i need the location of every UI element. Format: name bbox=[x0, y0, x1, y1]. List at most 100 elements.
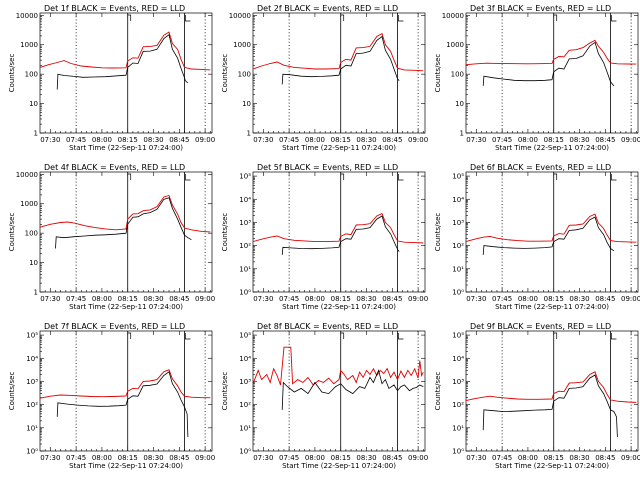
start-flag bbox=[340, 14, 345, 21]
x-tick-label: 08:45 bbox=[169, 454, 189, 462]
y-tick-label: 10¹ bbox=[452, 265, 464, 273]
y-tick-label: 10² bbox=[239, 401, 251, 409]
y-tick-label: 10000 bbox=[16, 171, 38, 179]
y-tick-label: 10³ bbox=[26, 378, 38, 386]
x-tick-label: 09:00 bbox=[408, 136, 428, 144]
y-tick-label: 10⁵ bbox=[452, 332, 464, 340]
end-flag bbox=[185, 174, 191, 181]
y-axis-label: Counts/sec bbox=[434, 372, 442, 411]
x-tick-label: 09:00 bbox=[195, 295, 215, 303]
y-axis-label: Counts/sec bbox=[434, 54, 442, 93]
y-tick-label: 10¹ bbox=[239, 424, 251, 432]
x-tick-label: 07:45 bbox=[66, 295, 86, 303]
end-flag bbox=[398, 333, 404, 340]
plot-frame bbox=[252, 171, 426, 293]
x-tick-label: 09:00 bbox=[195, 136, 215, 144]
y-tick-label: 1 bbox=[247, 130, 251, 138]
y-tick-label: 1000 bbox=[20, 41, 38, 49]
panel-title: Det 4f BLACK = Events, RED = LLD bbox=[44, 163, 185, 172]
lld-series-line bbox=[39, 31, 211, 71]
y-tick-label: 10 bbox=[29, 259, 38, 267]
x-tick-label: 08:45 bbox=[382, 136, 402, 144]
x-tick-label: 08:00 bbox=[305, 136, 325, 144]
x-tick-label: 09:00 bbox=[408, 454, 428, 462]
y-tick-label: 10¹ bbox=[452, 424, 464, 432]
plot-frame bbox=[465, 330, 639, 452]
x-tick-label: 07:45 bbox=[279, 295, 299, 303]
x-axis-label: Start Time (22-Sep-11 07:24:00) bbox=[69, 462, 183, 470]
y-tick-label: 10⁵ bbox=[26, 332, 38, 340]
x-tick-label: 08:30 bbox=[143, 454, 163, 462]
y-tick-label: 10⁰ bbox=[239, 289, 251, 297]
events-series-line bbox=[281, 369, 424, 410]
x-tick-label: 08:15 bbox=[544, 295, 564, 303]
y-tick-label: 10³ bbox=[239, 219, 251, 227]
y-tick-label: 10¹ bbox=[26, 424, 38, 432]
y-tick-label: 10⁰ bbox=[452, 289, 464, 297]
events-series-line bbox=[482, 41, 615, 87]
y-tick-label: 10 bbox=[242, 100, 251, 108]
lld-series-line bbox=[39, 369, 211, 399]
lld-series-line bbox=[252, 32, 424, 72]
lld-series-line bbox=[465, 213, 637, 243]
x-axis-label: Start Time (22-Sep-11 07:24:00) bbox=[282, 462, 396, 470]
events-series-line bbox=[281, 215, 400, 255]
x-tick-label: 08:00 bbox=[518, 454, 538, 462]
start-flag bbox=[127, 332, 132, 339]
x-axis-label: Start Time (22-Sep-11 07:24:00) bbox=[69, 303, 183, 311]
x-tick-label: 08:30 bbox=[143, 136, 163, 144]
x-tick-label: 08:00 bbox=[305, 454, 325, 462]
panel-title: Det 9f BLACK = Events, RED = LLD bbox=[470, 322, 611, 331]
events-series-line bbox=[482, 374, 618, 438]
lld-series-line bbox=[39, 194, 211, 233]
y-tick-label: 10⁵ bbox=[239, 173, 251, 181]
events-series-line bbox=[482, 216, 615, 255]
panel-title: Det 2f BLACK = Events, RED = LLD bbox=[257, 4, 398, 13]
y-tick-label: 10⁰ bbox=[239, 448, 251, 456]
panel-det-8f: Det 8f BLACK = Events, RED = LLD 10⁰ 10¹ 10… bbox=[221, 322, 428, 470]
plot-frame bbox=[252, 330, 426, 452]
panel-det-1f: Det 1f BLACK = Events, RED = LLD 1 10 100 10… bbox=[8, 4, 215, 152]
x-tick-label: 07:30 bbox=[253, 136, 273, 144]
x-tick-label: 08:45 bbox=[382, 454, 402, 462]
x-tick-label: 08:15 bbox=[331, 295, 351, 303]
lld-series-line bbox=[465, 371, 637, 403]
x-axis-label: Start Time (22-Sep-11 07:24:00) bbox=[495, 144, 609, 152]
y-tick-label: 10³ bbox=[239, 378, 251, 386]
lld-series-line bbox=[252, 346, 424, 386]
y-tick-label: 100 bbox=[238, 71, 251, 79]
plot-frame bbox=[39, 171, 213, 293]
y-tick-label: 10⁴ bbox=[26, 355, 38, 363]
x-tick-label: 08:30 bbox=[569, 136, 589, 144]
x-tick-label: 09:00 bbox=[621, 295, 640, 303]
start-flag bbox=[553, 332, 558, 339]
y-tick-label: 10⁴ bbox=[452, 196, 464, 204]
panel-title: Det 3f BLACK = Events, RED = LLD bbox=[470, 4, 611, 13]
x-tick-label: 08:00 bbox=[92, 136, 112, 144]
y-tick-label: 10 bbox=[29, 100, 38, 108]
end-flag bbox=[611, 15, 617, 22]
y-tick-label: 10 bbox=[455, 100, 464, 108]
x-tick-label: 07:30 bbox=[253, 295, 273, 303]
y-tick-label: 10⁴ bbox=[239, 196, 251, 204]
y-tick-label: 10² bbox=[452, 242, 464, 250]
panel-title: Det 1f BLACK = Events, RED = LLD bbox=[44, 4, 185, 13]
x-tick-label: 08:15 bbox=[331, 454, 351, 462]
y-axis-label: Counts/sec bbox=[8, 213, 16, 252]
end-flag bbox=[398, 15, 404, 22]
x-tick-label: 08:30 bbox=[356, 454, 376, 462]
end-flag bbox=[185, 15, 191, 22]
panel-title: Det 5f BLACK = Events, RED = LLD bbox=[257, 163, 398, 172]
x-tick-label: 08:15 bbox=[331, 136, 351, 144]
start-flag bbox=[553, 14, 558, 21]
x-tick-label: 07:45 bbox=[492, 454, 512, 462]
x-tick-label: 09:00 bbox=[408, 295, 428, 303]
x-tick-label: 08:15 bbox=[544, 136, 564, 144]
y-axis-label: Counts/sec bbox=[8, 54, 16, 93]
lld-series-line bbox=[465, 39, 637, 66]
start-flag bbox=[553, 173, 558, 180]
events-series-line bbox=[55, 197, 192, 249]
plot-frame bbox=[39, 12, 213, 134]
x-tick-label: 07:45 bbox=[279, 136, 299, 144]
x-tick-label: 08:15 bbox=[118, 136, 138, 144]
